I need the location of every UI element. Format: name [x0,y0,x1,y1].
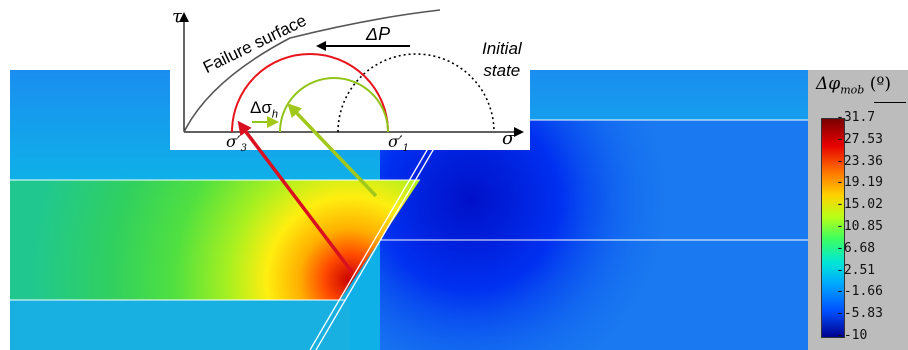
colorbar-tick-label: -10.85 [836,219,883,234]
sigma1-text: σ′ [388,132,403,151]
tau-label: τ [172,6,182,27]
fault-line [315,144,437,350]
legend-title-main: Δφ [816,74,841,94]
mohr-inset: τ σ′ Failure surface ΔP Initial state Δσ… [170,0,530,154]
colorbar-tick-label: --5.83 [836,306,883,322]
colorbar-tick-label: -31.7 [836,110,876,125]
initial-circle [337,53,495,133]
dark-zone [380,120,808,350]
delta-sigma-text: Δσ [250,98,272,117]
sigma3-label: σ′3 [226,132,247,154]
sigma1-label: σ′1 [388,132,409,154]
legend-title: Δφmob (º) [816,74,891,96]
state-label: state [483,61,521,80]
delta-p-label: ΔP [366,24,391,44]
failure-envelope [183,9,441,133]
colorbar-tick-label: -2.51 [836,262,876,278]
sigma3-sub: 3 [240,143,247,155]
sigma1-sub: 1 [402,143,409,155]
colorbar-tick-label: --1.66 [836,284,883,300]
delta-sigma-sub: h [271,108,278,121]
colorbar-tick-label: -23.36 [836,153,883,169]
sigma-label: σ′ [502,128,519,149]
fault-line [309,144,431,350]
failure-circle [231,53,389,133]
colorbar-tick-label: -15.02 [836,197,883,213]
colorbar-tick-label: -27.53 [836,131,883,147]
delta-sigma-h-label: Δσh [250,98,278,120]
legend-rule [874,102,906,103]
initial-state-label: Initial state [482,38,522,82]
colorbar-tick-label: --10 [836,328,868,343]
colorbar [821,118,845,338]
initial-label: Initial [482,39,522,58]
mohr-diagram [179,9,524,137]
left-lower-field [10,295,350,350]
colorbar-tick-label: -19.19 [836,175,883,191]
legend-title-sub: mob [840,83,865,97]
sigma3-text: σ′ [226,132,241,151]
colorbar-tick-label: -6.68 [836,240,876,256]
shifted-circle [279,77,389,133]
legend-title-unit: (º) [869,74,891,94]
